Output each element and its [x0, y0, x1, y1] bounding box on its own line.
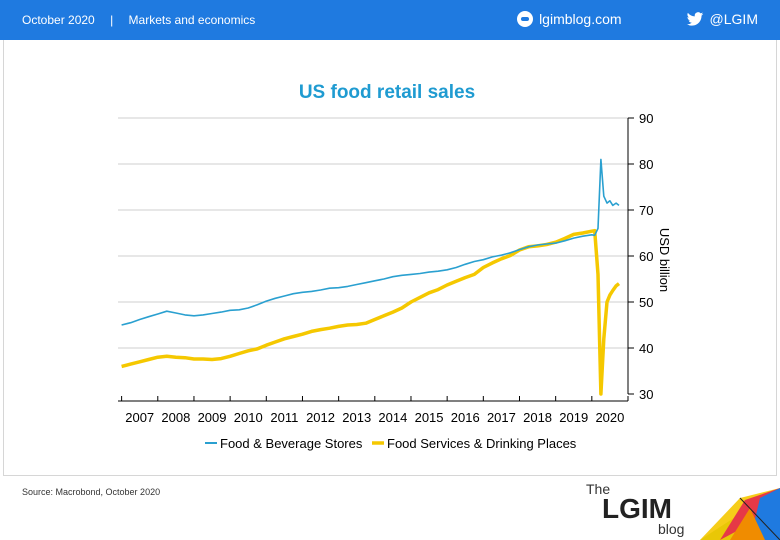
blog-link[interactable]: lgimblog.com: [517, 11, 622, 27]
x-tick-label: 2013: [342, 410, 371, 425]
x-tick-label: 2016: [451, 410, 480, 425]
logo-main: LGIM: [602, 493, 672, 524]
x-tick-label: 2015: [415, 410, 444, 425]
logo-blog: blog: [658, 521, 684, 537]
twitter-handle: @LGIM: [709, 11, 758, 27]
x-tick-label: 2019: [559, 410, 588, 425]
y-tick-label: 90: [639, 111, 653, 126]
axes: 30 40 50 60 70 80 90 2007 2008 2009 2010 2011 2012 20…: [118, 111, 653, 425]
line-chart: US food retail sales 30 40 50 60 70 80 90 2007 2…: [118, 82, 672, 451]
lgim-blog-logo: The LGIM blog: [586, 481, 780, 540]
x-tick-label: 2020: [595, 410, 624, 425]
x-tick-label: 2017: [487, 410, 516, 425]
y-tick-label: 50: [639, 295, 653, 310]
grid-lines: [118, 117, 628, 349]
chart-title: US food retail sales: [299, 82, 475, 103]
blog-site-label: lgimblog.com: [539, 11, 622, 27]
content-frame: [3, 40, 777, 476]
y-tick-label: 60: [639, 249, 653, 264]
y-tick-label: 40: [639, 341, 653, 356]
x-tick-label: 2010: [234, 410, 263, 425]
series-lines: [121, 158, 621, 396]
series-line-food-services: [121, 228, 621, 396]
header-separator: |: [110, 13, 114, 27]
x-tick-label: 2014: [378, 410, 407, 425]
twitter-icon: [686, 11, 703, 26]
x-tick-label: 2008: [161, 410, 190, 425]
y-tick-label: 70: [639, 203, 653, 218]
header-bar: October 2020 | Markets and economics lgi…: [0, 0, 780, 40]
x-tick-label: 2011: [270, 410, 298, 425]
header-section-link[interactable]: Markets and economics: [128, 13, 256, 27]
source-note: Source: Macrobond, October 2020: [22, 487, 161, 497]
x-tick-label: 2018: [523, 410, 552, 425]
lgim-badge-icon: [517, 11, 534, 27]
header-left: October 2020 | Markets and economics: [22, 13, 255, 27]
y-tick-label: 80: [639, 157, 653, 172]
x-tick-label: 2009: [198, 410, 227, 425]
header-date: October 2020: [22, 13, 95, 27]
series-line-food-beverage: [121, 158, 620, 326]
legend: Food & Beverage Stores Food Services & Dr…: [205, 436, 577, 451]
umbrella-icon: [700, 488, 780, 540]
twitter-link[interactable]: @LGIM: [686, 11, 758, 27]
legend-label: Food Services & Drinking Places: [387, 436, 577, 451]
logo-the: The: [586, 481, 610, 497]
x-tick-label: 2012: [306, 410, 335, 425]
x-tick-label: 2007: [125, 410, 154, 425]
header-right: lgimblog.com @LGIM: [517, 11, 758, 27]
y-tick-label: 30: [639, 387, 653, 402]
y-axis-label: USD billion: [657, 228, 672, 292]
legend-label: Food & Beverage Stores: [220, 436, 363, 451]
